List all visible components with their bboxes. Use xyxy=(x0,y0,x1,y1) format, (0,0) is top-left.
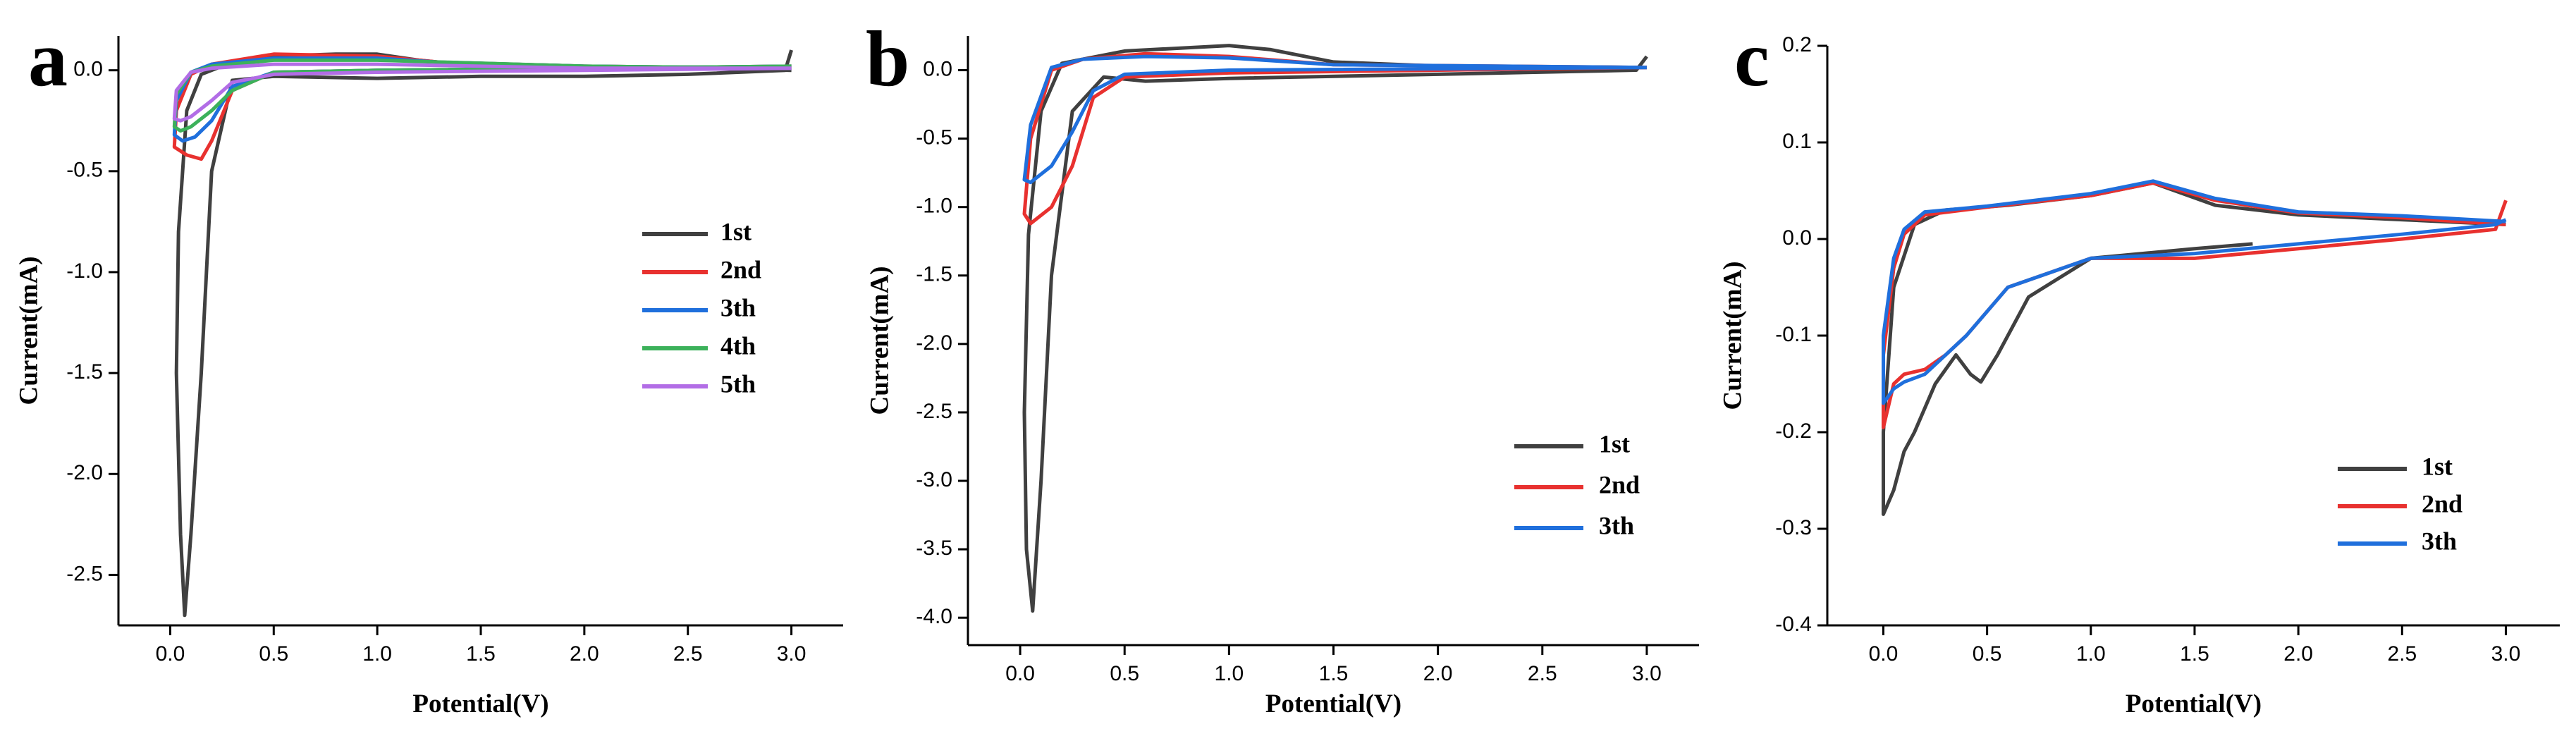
legend-label: 2nd xyxy=(720,255,761,283)
y-tick-label: 0.0 xyxy=(73,58,103,81)
x-axis-label: Potential(V) xyxy=(2126,690,2262,718)
y-tick-label: 0.1 xyxy=(1782,130,1812,153)
data-line xyxy=(1882,181,2508,429)
x-axis-label: Potential(V) xyxy=(412,690,548,718)
legend-label: 3th xyxy=(1599,511,1634,539)
y-tick-label: -2.0 xyxy=(66,461,103,484)
x-tick-label: 3.0 xyxy=(777,642,806,666)
data-line xyxy=(1022,44,1648,613)
y-tick-label: 0.2 xyxy=(1782,33,1812,56)
y-tick-label: -0.5 xyxy=(916,126,952,149)
x-tick-label: 2.5 xyxy=(2387,642,2417,666)
y-tick-label: -4.0 xyxy=(916,605,952,628)
panel-label: b xyxy=(866,16,909,103)
data-line xyxy=(1022,54,1647,185)
x-tick-label: 0.0 xyxy=(1869,642,1899,666)
y-axis-label: Current(mA) xyxy=(14,257,43,405)
legend-label: 5th xyxy=(720,369,756,398)
y-tick-label: -1.0 xyxy=(916,195,952,218)
y-tick-label: -1.5 xyxy=(66,360,103,384)
y-tick-label: -1.0 xyxy=(66,259,103,283)
x-tick-label: 1.0 xyxy=(362,642,392,666)
data-line xyxy=(172,62,792,123)
x-tick-label: 0.5 xyxy=(1973,642,2002,666)
y-tick-label: -2.0 xyxy=(916,331,952,355)
y-tick-label: -0.5 xyxy=(66,159,103,182)
data-line xyxy=(174,49,793,618)
x-tick-label: 0.0 xyxy=(1005,662,1035,685)
x-tick-label: 1.0 xyxy=(1214,662,1244,685)
x-tick-label: 2.5 xyxy=(673,642,703,666)
x-tick-label: 2.0 xyxy=(1423,662,1453,685)
x-tick-label: 1.5 xyxy=(466,642,496,666)
y-axis-label: Current(mA) xyxy=(865,267,894,415)
legend-label: 3th xyxy=(2422,527,2457,555)
x-tick-label: 3.0 xyxy=(1632,662,1662,685)
y-tick-label: -1.5 xyxy=(916,263,952,286)
x-tick-label: 3.0 xyxy=(2491,642,2521,666)
panel-label: c xyxy=(1734,16,1770,103)
legend-label: 1st xyxy=(720,217,752,245)
y-tick-label: 0.0 xyxy=(923,57,952,80)
y-tick-label: -2.5 xyxy=(66,562,103,585)
data-line xyxy=(172,58,792,133)
legend-label: 3th xyxy=(720,293,756,321)
x-tick-label: 2.0 xyxy=(570,642,599,666)
x-tick-label: 0.0 xyxy=(156,642,185,666)
x-tick-label: 2.0 xyxy=(2283,642,2313,666)
y-tick-label: -0.2 xyxy=(1775,420,1812,443)
y-tick-label: -3.0 xyxy=(916,468,952,491)
x-tick-label: 1.5 xyxy=(1319,662,1349,685)
x-tick-label: 0.5 xyxy=(259,642,288,666)
data-line xyxy=(1022,51,1647,226)
y-tick-label: -0.3 xyxy=(1775,516,1812,539)
y-axis-label: Current(mA) xyxy=(1718,262,1747,410)
x-tick-label: 1.5 xyxy=(2180,642,2209,666)
legend-label: 2nd xyxy=(1599,470,1640,498)
legend-label: 1st xyxy=(1599,429,1630,458)
x-tick-label: 2.5 xyxy=(1528,662,1557,685)
y-tick-label: -2.5 xyxy=(916,400,952,423)
x-tick-label: 1.0 xyxy=(2076,642,2106,666)
y-tick-label: -0.4 xyxy=(1775,613,1812,636)
panel-label: a xyxy=(28,16,68,103)
legend-label: 4th xyxy=(720,331,756,360)
y-tick-label: -0.1 xyxy=(1775,323,1812,346)
legend-label: 1st xyxy=(2422,452,2453,480)
y-tick-label: -3.5 xyxy=(916,537,952,560)
x-axis-label: Potential(V) xyxy=(1265,690,1402,718)
legend-label: 2nd xyxy=(2422,489,2462,518)
data-line xyxy=(1882,179,2507,405)
y-tick-label: 0.0 xyxy=(1782,226,1812,250)
x-tick-label: 0.5 xyxy=(1110,662,1139,685)
